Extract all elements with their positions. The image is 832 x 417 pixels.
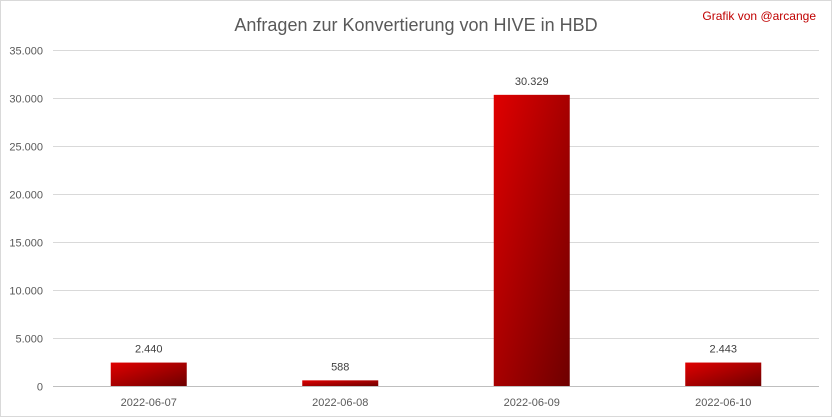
chart-title: Anfragen zur Konvertierung von HIVE in H… <box>234 15 597 35</box>
data-label: 2.440 <box>135 344 163 356</box>
y-tick-label: 10.000 <box>9 286 43 298</box>
gridlines <box>53 50 819 387</box>
bar <box>110 362 187 386</box>
y-tick-label: 25.000 <box>9 142 43 154</box>
data-labels: 2.440 588 30.329 2.443 <box>135 76 737 374</box>
data-label: 2.443 <box>709 344 737 356</box>
y-tick-label: 35.000 <box>9 46 43 58</box>
bar <box>493 94 570 386</box>
bar <box>685 362 762 386</box>
x-tick-label: 2022-06-09 <box>504 397 560 409</box>
data-label: 30.329 <box>515 76 549 88</box>
x-tick-label: 2022-06-07 <box>121 397 177 409</box>
data-label: 588 <box>331 361 349 373</box>
y-tick-label: 0 <box>37 382 43 394</box>
y-tick-label: 30.000 <box>9 94 43 106</box>
y-tick-label: 20.000 <box>9 190 43 202</box>
y-tick-label: 15.000 <box>9 238 43 250</box>
bar <box>302 380 379 386</box>
x-tick-label: 2022-06-10 <box>695 397 751 409</box>
x-tick-label: 2022-06-08 <box>312 397 368 409</box>
y-tick-label: 5.000 <box>15 334 43 346</box>
chart-credit: Grafik von @arcange <box>702 9 816 23</box>
x-axis-ticks: 2022-06-07 2022-06-08 2022-06-09 2022-06-10 <box>121 397 752 409</box>
y-axis-ticks: 0 5.000 10.000 15.000 20.000 25.000 30.000 35.0… <box>9 46 43 394</box>
bars <box>110 94 762 386</box>
